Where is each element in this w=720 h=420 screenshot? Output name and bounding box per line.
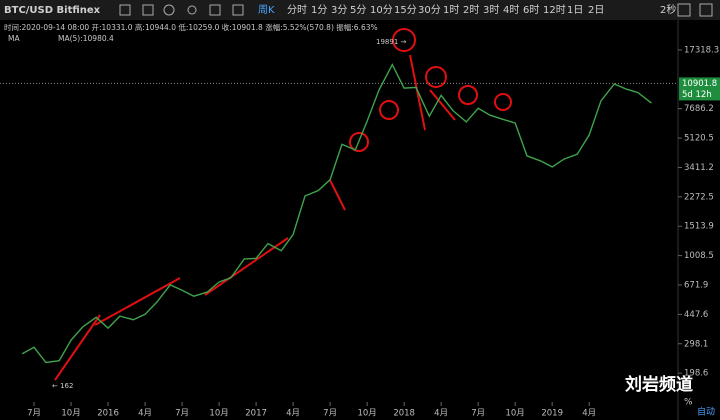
interval-button[interactable]: 5分	[350, 4, 366, 16]
x-tick-label: 4月	[582, 409, 596, 419]
interval-button[interactable]: 6时	[523, 4, 539, 16]
interval-button[interactable]: 1分	[311, 4, 327, 16]
interval-button[interactable]: 4时	[503, 4, 519, 16]
x-tick-label: 2018	[393, 409, 415, 419]
x-tick-label: 2016	[97, 409, 119, 419]
annotation: 19891 →	[376, 38, 406, 46]
symbol[interactable]: BTC/USD Bitfinex	[4, 5, 101, 16]
interval-button[interactable]: 分时	[287, 4, 307, 16]
info-line: 时间:2020-09-14 08:00 开:10331.0 高:10944.0 …	[4, 22, 378, 32]
x-tick-label: 7月	[323, 409, 337, 419]
x-tick-label: 7月	[27, 409, 41, 419]
fullscreen[interactable]	[699, 3, 713, 17]
x-tick-label: 4月	[434, 409, 448, 419]
x-tick-label: 10月	[357, 409, 376, 419]
y-tick-label: 1008.5	[684, 251, 714, 261]
interval-button[interactable]: 3时	[483, 4, 499, 16]
countdown: 5d 12h	[682, 90, 712, 100]
y-tick-label: 5120.5	[684, 134, 714, 144]
y-tick-label: 2272.5	[684, 192, 714, 202]
interval-button[interactable]: 12时	[543, 4, 566, 16]
y-tick-label: 198.6	[684, 369, 708, 379]
y-tick-label: 298.1	[684, 339, 708, 349]
watermark: 刘岩频道	[625, 374, 693, 395]
x-tick-label: 7月	[471, 409, 485, 419]
ma-value: MA(5):10980.4	[58, 34, 114, 43]
annotation-marks	[54, 28, 512, 381]
toolbar-icons[interactable]	[119, 4, 244, 16]
y-tick-label: 671.9	[684, 280, 708, 290]
x-tick-label: 2017	[245, 409, 267, 419]
last-price-box	[679, 77, 720, 101]
refresh[interactable]: 2秒	[660, 3, 676, 16]
period[interactable]: 周K	[258, 4, 275, 16]
settings[interactable]	[677, 3, 691, 17]
interval-button[interactable]: 30分	[418, 4, 441, 16]
axes: 198.6 298.1 447.6 671.9 1008.5 1513.9 2272.5 34…	[27, 45, 719, 418]
y-tick-label: 3411.2	[684, 163, 714, 173]
interval-button[interactable]: 1日	[567, 5, 583, 16]
y-tick-label: 447.6	[684, 310, 708, 320]
x-tick-label: 4月	[138, 409, 152, 419]
y-tick-label: 17318.3	[684, 45, 719, 55]
x-tick-label: 10月	[505, 409, 524, 419]
interval-button[interactable]: 3分	[331, 4, 347, 16]
interval-button[interactable]: 15分	[394, 4, 417, 16]
interval-button[interactable]: 10分	[370, 4, 393, 16]
x-tick-label: 2019	[541, 409, 563, 419]
x-tick-label: 7月	[175, 409, 189, 419]
interval-button[interactable]: 1时	[443, 4, 459, 16]
last-price: 10901.8	[682, 79, 717, 89]
price-line	[21, 63, 652, 364]
y-tick-label: 7686.2	[684, 104, 714, 114]
annotation: ← 162	[52, 382, 73, 390]
x-tick-label: 4月	[286, 409, 300, 419]
y-tick-label: 1513.9	[684, 222, 714, 232]
auto-toggle[interactable]: 自动	[697, 406, 715, 418]
x-tick-label: 10月	[209, 409, 228, 419]
interval-button[interactable]: 2日	[588, 5, 604, 16]
ma-label: MA	[8, 34, 20, 43]
toolbar	[0, 0, 720, 20]
x-tick-label: 10月	[61, 409, 80, 419]
percent-toggle[interactable]: %	[684, 398, 693, 408]
interval-button[interactable]: 2时	[463, 4, 479, 16]
